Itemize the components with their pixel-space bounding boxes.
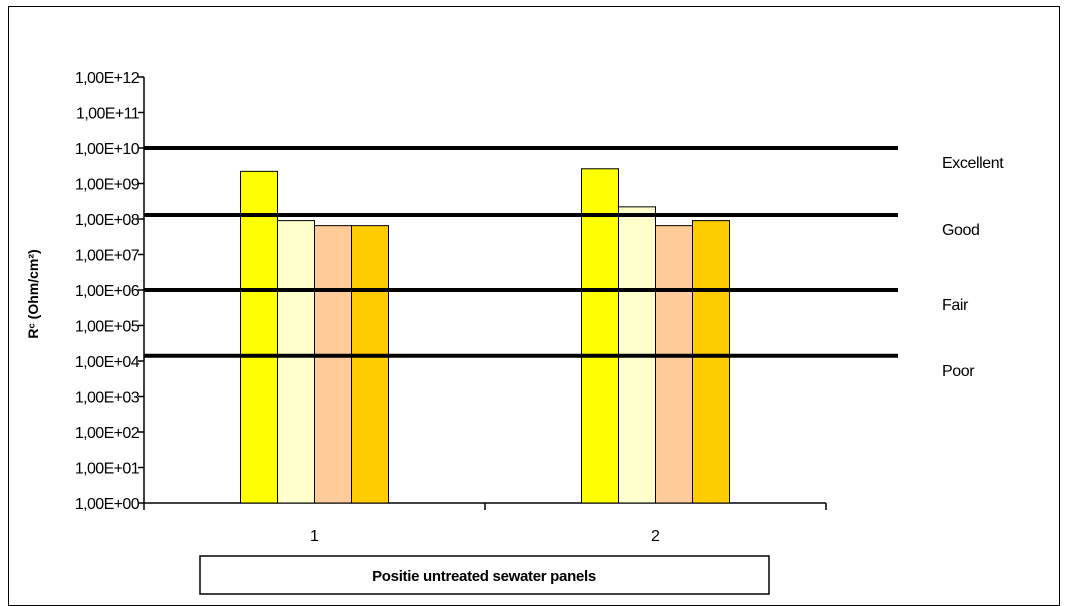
- x-tick-label: 1: [310, 528, 319, 545]
- y-tick-label: 1,00E+11: [76, 106, 140, 123]
- rating-label: Good: [942, 222, 980, 239]
- y-tick-label: 1,00E+01: [75, 461, 140, 478]
- bar: [581, 168, 619, 504]
- y-tick-label: 1,00E+06: [75, 283, 140, 300]
- x-axis-title: Positie untreated sewater panels: [372, 568, 596, 585]
- y-tick-label: 1,00E+09: [75, 177, 140, 194]
- bar: [655, 225, 693, 504]
- chart-frame: [8, 6, 1060, 606]
- y-tick-label: 1,00E+07: [75, 248, 140, 265]
- y-axis-title: Rᶜ (Ohm/cm²): [25, 249, 41, 338]
- bar: [314, 225, 352, 504]
- bars: [240, 168, 730, 504]
- rating-label: Excellent: [942, 155, 1004, 172]
- y-tick-label: 1,00E+02: [75, 425, 140, 442]
- rating-label: Fair: [942, 297, 969, 314]
- y-tick-label: 1,00E+04: [75, 354, 140, 371]
- bar: [277, 220, 315, 504]
- y-tick-label: 1,00E+05: [75, 319, 140, 336]
- y-tick-label: 1,00E+12: [75, 70, 140, 87]
- bar: [692, 220, 730, 504]
- bar: [351, 225, 389, 504]
- y-tick-label: 1,00E+08: [75, 212, 140, 229]
- threshold-lines: Excellent Good Fair Poor: [144, 146, 1005, 380]
- y-tick-label: 1,00E+10: [75, 141, 140, 158]
- x-axis-title-box: [199, 555, 770, 595]
- rating-label: Poor: [942, 363, 975, 380]
- y-tick-label: 1,00E+03: [75, 390, 140, 407]
- bar: [240, 170, 278, 504]
- y-tick-label: 1,00E+00: [75, 496, 140, 513]
- x-tick-label: 2: [651, 528, 660, 545]
- y-axis: 1,00E+00 1,00E+01 1,00E+02 1,00E+03 1,00E+04…: [75, 70, 145, 513]
